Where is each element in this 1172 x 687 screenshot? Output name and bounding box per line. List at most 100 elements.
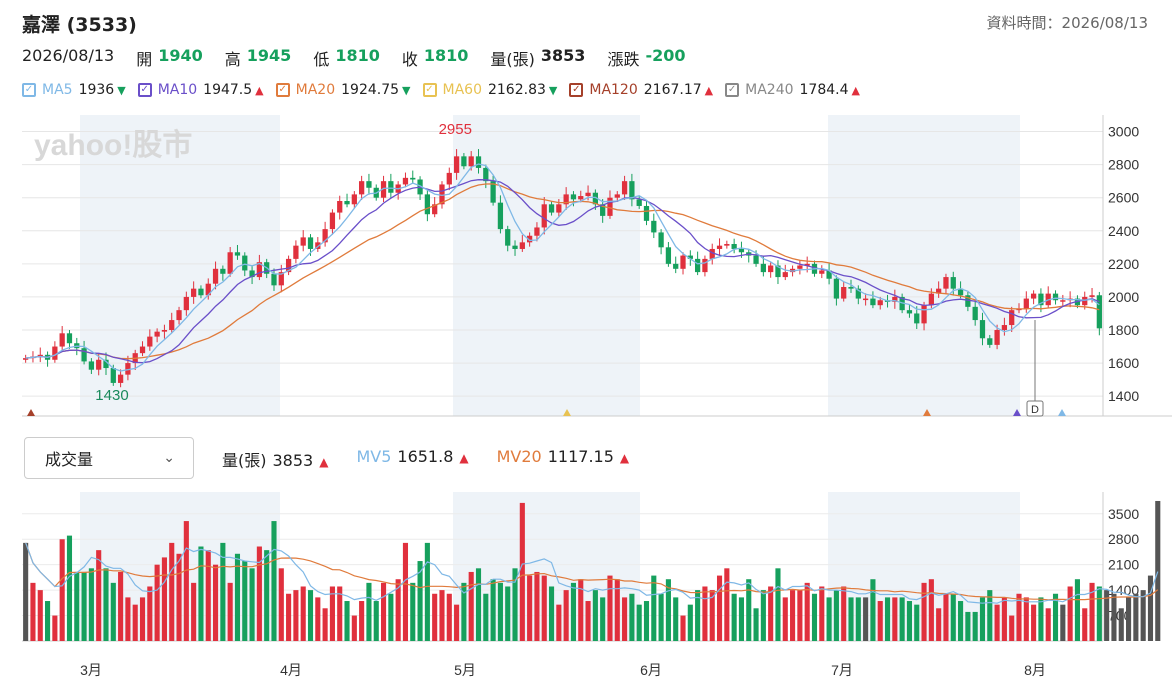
volume-bar: [329, 586, 335, 641]
event-marker-icon: [1013, 409, 1021, 416]
mv5-label: MV5: [356, 447, 392, 466]
volume-bar: [760, 590, 766, 641]
volume-bar: [811, 593, 818, 641]
volume-bar: [1067, 586, 1073, 641]
candle: [505, 229, 511, 246]
mv5-up-arrow-icon: ▲: [459, 451, 469, 465]
high-label: 高: [224, 50, 241, 69]
volume-bar: [906, 601, 912, 641]
d-marker-label: D: [1031, 404, 1039, 416]
volume-bar: [972, 611, 978, 641]
volume-bar: [1052, 593, 1059, 641]
volume-bar: [96, 550, 102, 641]
up-arrow-icon: ▲: [851, 83, 860, 97]
volume-legend: 量(張) 3853 ▲ MV5 1651.8 ▲ MV20 1117.15 ▲: [222, 447, 657, 471]
vol-y-tick-label: 2800: [1108, 531, 1139, 547]
volume-bar: [1155, 500, 1161, 641]
candle: [972, 306, 978, 321]
ma-toggle-ma5[interactable]: ✓ MA5 1936 ▼: [22, 82, 126, 98]
up-arrow-icon: ▲: [704, 83, 714, 97]
ma-toggle-ma120[interactable]: ✓ MA120 2167.17 ▲: [569, 82, 713, 98]
volume-bar: [1140, 590, 1146, 641]
volume-bar: [286, 593, 292, 641]
volume-bar: [191, 582, 197, 641]
checkbox-icon[interactable]: ✓: [422, 83, 437, 97]
volume-bar: [315, 597, 321, 641]
ma-value: 1947.5: [203, 82, 253, 98]
ma-toggle-ma240[interactable]: ✓ MA240 1784.4 ▲: [725, 82, 860, 98]
month-band: [828, 115, 1020, 416]
candle: [556, 204, 562, 213]
volume-bar: [979, 597, 986, 641]
ma-value: 1924.75: [341, 82, 400, 98]
vol-up-arrow-icon: ▲: [319, 455, 329, 469]
candle: [468, 156, 474, 167]
volume-bar: [23, 542, 29, 641]
volume-bar: [775, 568, 781, 641]
volume-bar: [841, 586, 847, 641]
candle: [380, 181, 387, 198]
candle: [1023, 298, 1029, 309]
candle: [212, 268, 219, 284]
ma-toggle-ma20[interactable]: ✓ MA20 1924.75 ▼: [275, 82, 411, 98]
y-tick-label: 1800: [1108, 322, 1139, 338]
volume-bar: [680, 615, 686, 641]
checkbox-icon[interactable]: ✓: [22, 83, 36, 97]
candle: [461, 156, 467, 167]
candle: [753, 255, 759, 264]
volume-bar: [687, 604, 693, 641]
candle: [490, 181, 496, 203]
down-arrow-icon: ▼: [548, 83, 558, 97]
candle: [337, 201, 343, 213]
candle: [227, 252, 233, 274]
candle: [877, 300, 883, 306]
volume-bar: [943, 593, 949, 641]
candle: [446, 172, 452, 185]
candle: [183, 296, 189, 311]
checkbox-icon[interactable]: ✓: [275, 83, 290, 97]
volume-bar: [1111, 593, 1117, 641]
y-tick-label: 2400: [1108, 223, 1139, 239]
checkbox-icon[interactable]: ✓: [569, 83, 584, 97]
ma20-line: [25, 183, 1100, 360]
candle: [344, 201, 350, 205]
candle: [607, 197, 613, 216]
candle: [870, 298, 876, 306]
volume-bar: [125, 597, 131, 641]
volume-bar: [819, 586, 825, 641]
indicator-select[interactable]: 成交量 ⌄: [24, 437, 194, 479]
ma-value: 1936: [78, 82, 115, 98]
candle: [979, 320, 986, 339]
candle: [329, 212, 336, 230]
volume-bar: [227, 582, 233, 641]
volume-bar: [863, 597, 869, 641]
candle: [1089, 295, 1095, 297]
mv20-value: 1117.15: [547, 447, 614, 466]
candle: [278, 272, 284, 286]
candle: [819, 270, 825, 274]
candle: [125, 363, 131, 375]
candle: [439, 184, 445, 205]
candle: [1038, 293, 1044, 306]
checkbox-icon[interactable]: ✓: [725, 83, 740, 97]
ma-toggle-ma60[interactable]: ✓ MA60 2162.83 ▼: [422, 82, 558, 98]
candle: [914, 313, 920, 324]
volume-bar: [198, 546, 204, 641]
x-tick-label: 4月: [280, 662, 302, 678]
volume-bar: [103, 568, 109, 641]
candle: [833, 278, 840, 299]
candle: [724, 244, 730, 246]
volume-bar: [278, 568, 284, 641]
x-tick-label: 6月: [640, 662, 662, 678]
ma-toggle-ma10[interactable]: ✓ MA10 1947.5 ▲: [137, 82, 264, 98]
candle: [1001, 325, 1008, 330]
checkbox-icon[interactable]: ✓: [137, 83, 152, 97]
volume-bar: [402, 542, 409, 641]
volume-bar: [468, 571, 474, 641]
volume-bar: [958, 601, 964, 641]
volume-bar: [132, 604, 138, 641]
candle: [366, 181, 372, 188]
ma-name: MA60: [442, 82, 482, 98]
event-marker-icon: [923, 409, 931, 416]
candle: [943, 277, 949, 289]
